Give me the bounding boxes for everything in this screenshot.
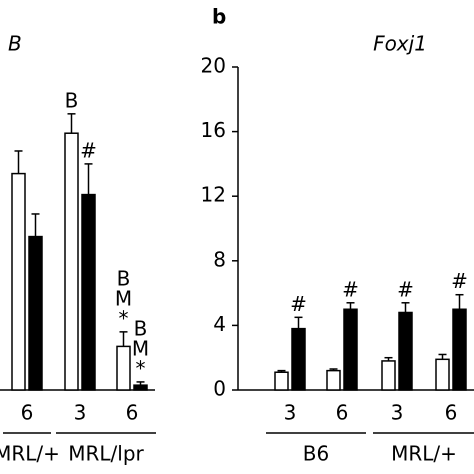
bar (64, 132, 79, 391)
annotation: # (80, 138, 97, 162)
y-tick-label: 4 (213, 312, 226, 336)
annotation: * (136, 356, 146, 380)
y-tick-label: 12 (201, 183, 226, 207)
bar (116, 345, 131, 391)
bar (381, 360, 396, 391)
bar (11, 172, 26, 391)
y-tick-label: 0 (213, 377, 226, 401)
y-tick-label: 8 (213, 247, 226, 271)
bar (343, 308, 358, 391)
x-tick-label: 3 (74, 401, 87, 425)
x-tick-label: 3 (391, 401, 404, 425)
annotation: # (397, 277, 414, 301)
bar (398, 311, 413, 391)
y-tick-label: 20 (201, 54, 226, 78)
panel-title: B (8, 32, 22, 56)
group-label: B6 (303, 442, 329, 466)
annotation: * (119, 306, 129, 330)
annotation: M (115, 286, 132, 310)
x-tick-label: 6 (336, 401, 349, 425)
bar (452, 308, 467, 391)
annotation: # (342, 277, 359, 301)
group-label: MRL/lpr (68, 442, 144, 466)
annotation: B (65, 88, 79, 112)
bar (291, 327, 306, 391)
bar (435, 358, 450, 391)
bar (133, 384, 148, 391)
bar (274, 371, 289, 391)
annotation: # (451, 269, 468, 293)
bar (28, 235, 43, 391)
x-tick-label: 6 (21, 401, 34, 425)
bar (326, 369, 341, 391)
panel-title: Foxj1 (373, 32, 427, 56)
group-label: MRL/+ (0, 442, 60, 466)
annotation: M (132, 336, 149, 360)
annotation: # (290, 292, 307, 316)
x-tick-label: 6 (126, 401, 139, 425)
y-tick-label: 16 (201, 118, 226, 142)
x-tick-label: 3 (284, 401, 297, 425)
annotation: B (117, 266, 131, 290)
x-tick-label: 6 (445, 401, 458, 425)
bar (81, 193, 96, 391)
panel-label: b (212, 5, 226, 29)
annotation: B (134, 316, 148, 340)
group-label: MRL/+ (391, 442, 457, 466)
